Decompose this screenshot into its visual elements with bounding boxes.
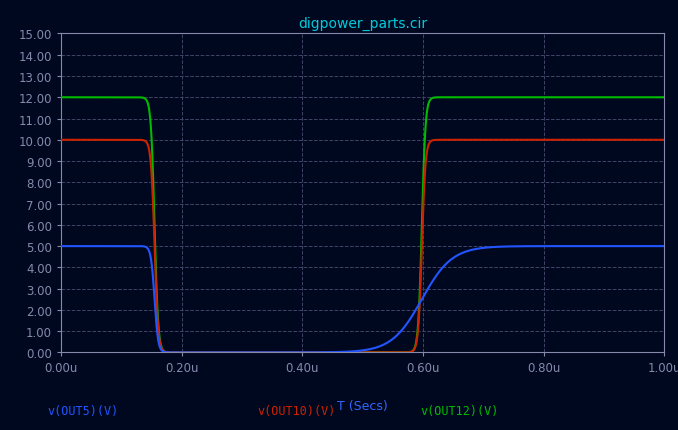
Text: v(OUT10)(V): v(OUT10)(V): [258, 404, 336, 417]
X-axis label: T (Secs): T (Secs): [338, 399, 388, 412]
Text: v(OUT12)(V): v(OUT12)(V): [420, 404, 499, 417]
Text: v(OUT5)(V): v(OUT5)(V): [47, 404, 119, 417]
Title: digpower_parts.cir: digpower_parts.cir: [298, 16, 427, 31]
